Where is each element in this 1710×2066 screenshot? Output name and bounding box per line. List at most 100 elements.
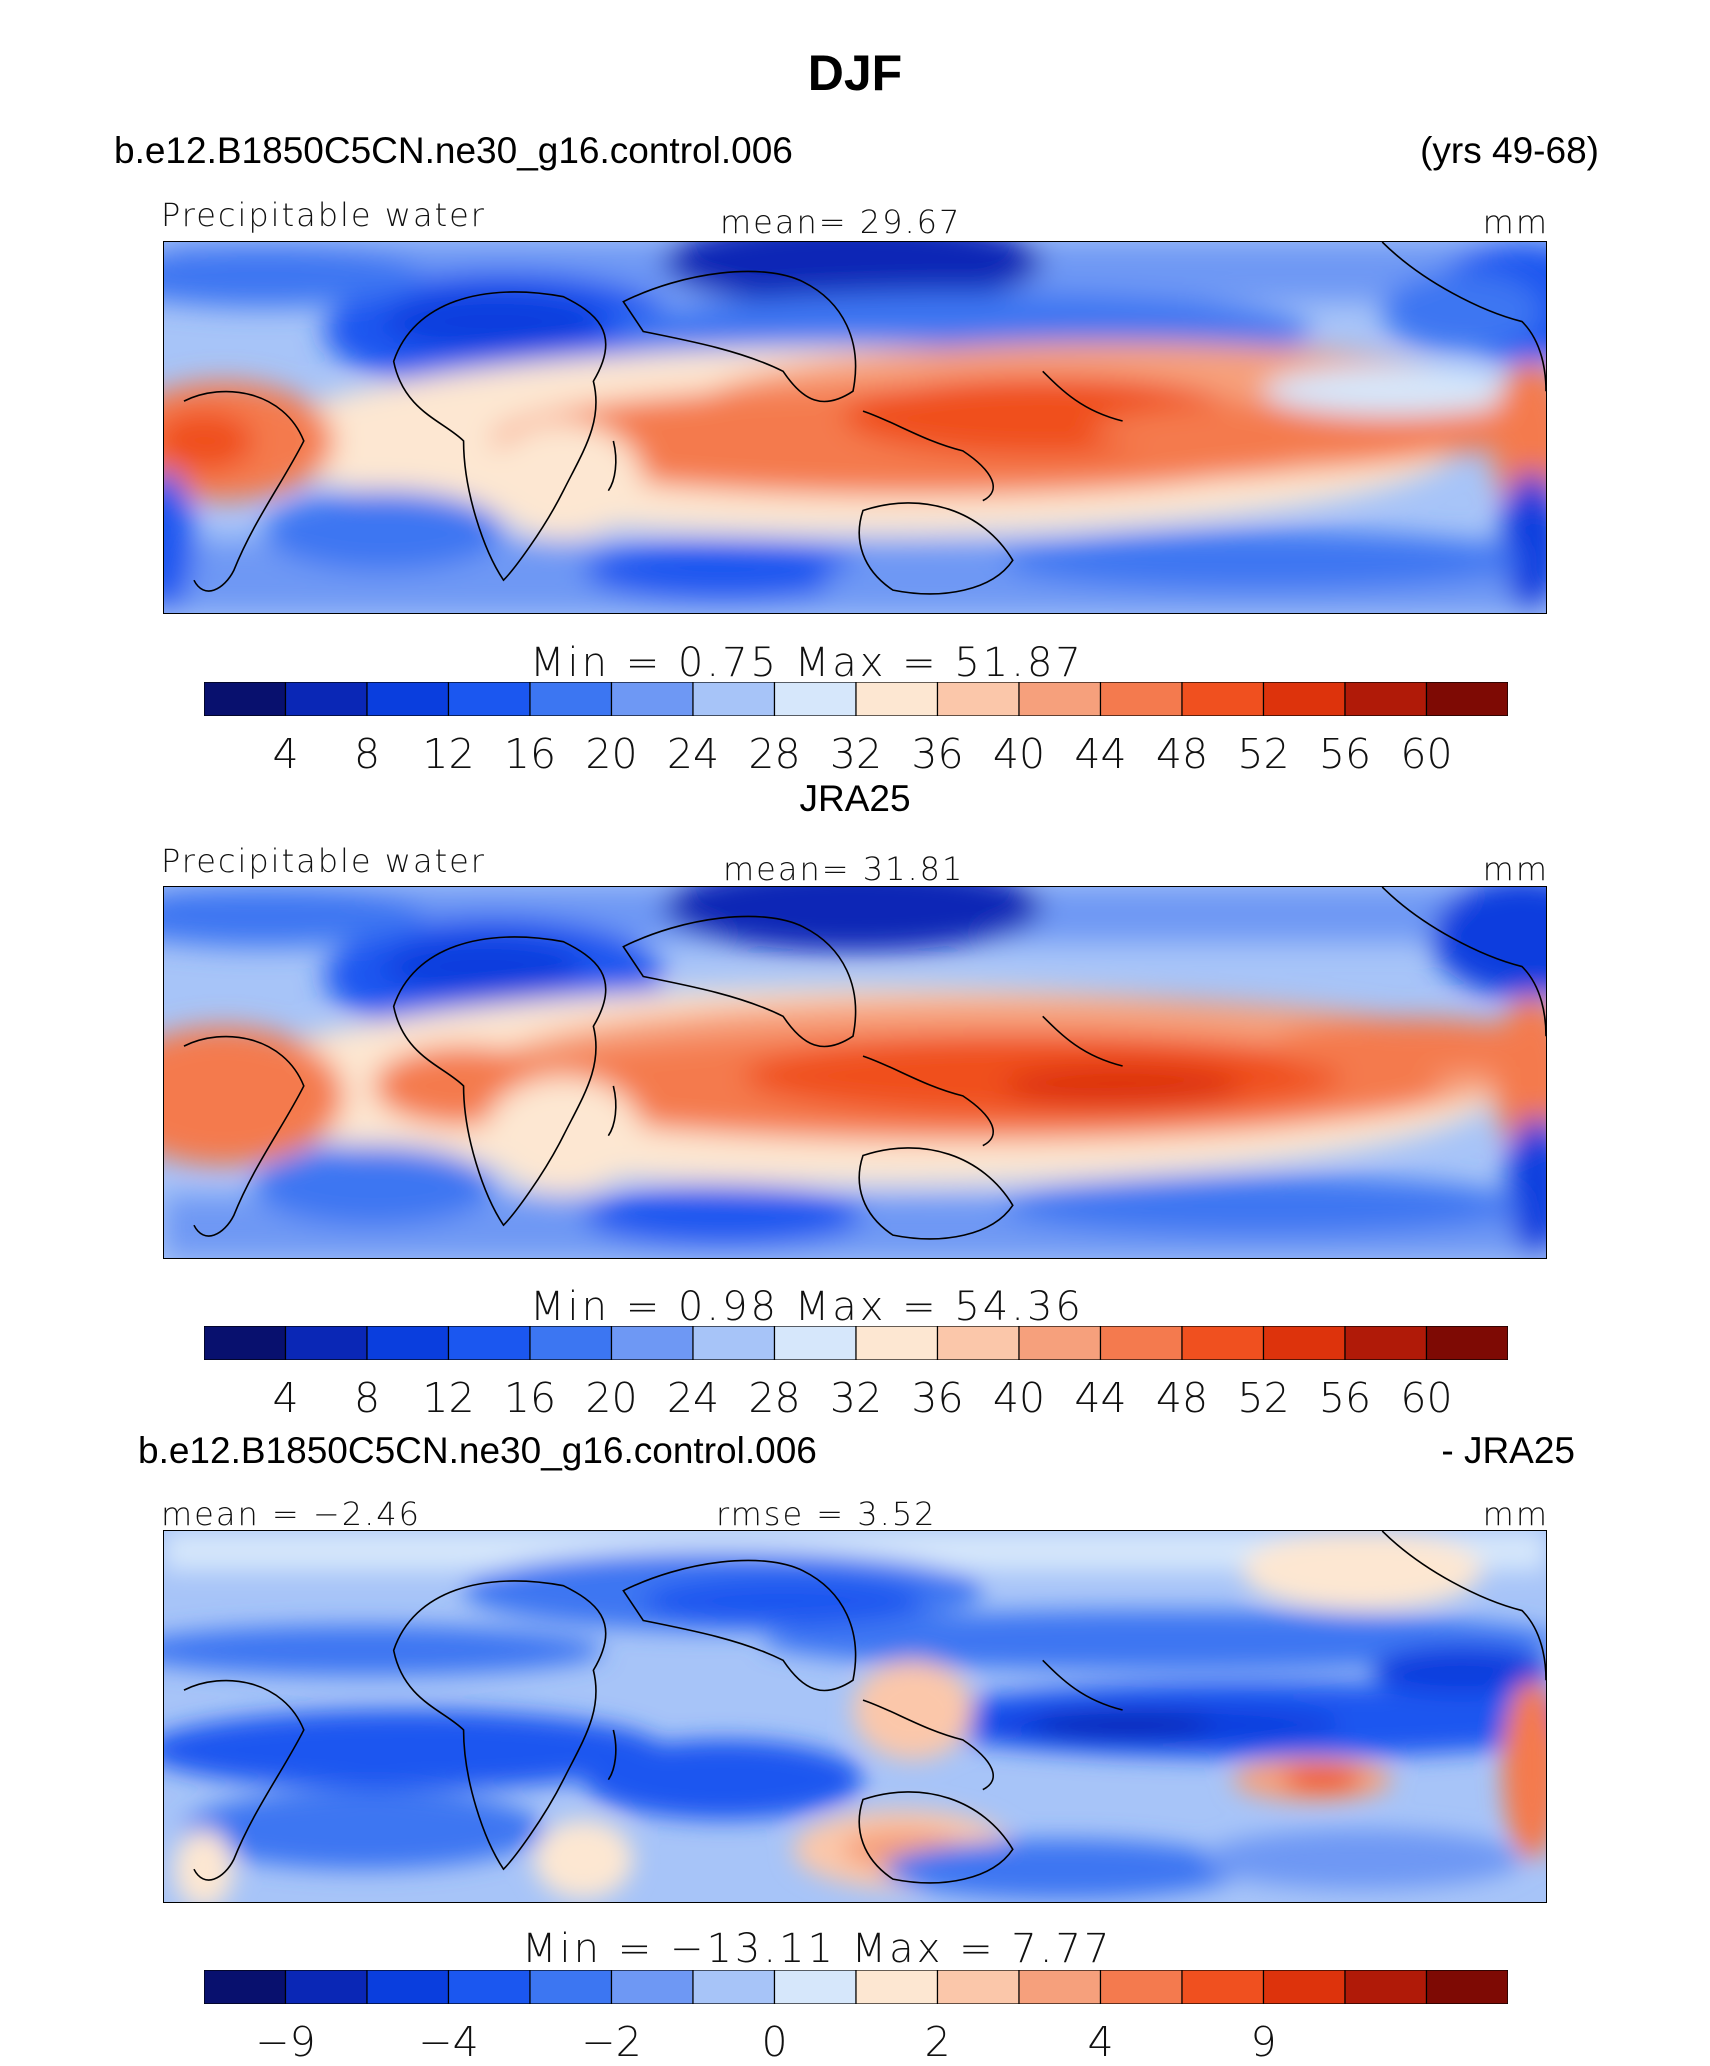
colorbar-0-tick-label: 60 — [1400, 730, 1453, 778]
colorbar-1-tick-label: 8 — [353, 1374, 381, 1422]
panel-model-years: (yrs 49-68) — [1420, 130, 1599, 171]
colorbar-2-box-5 — [610, 1970, 694, 2004]
colorbar-model — [204, 682, 1508, 716]
colorbar-0-box-9 — [936, 682, 1020, 716]
colorbar-1-tick-label: 32 — [829, 1374, 883, 1422]
colorbar-1-tick-label: 24 — [666, 1374, 720, 1422]
colorbar-0-tick-label: 36 — [911, 730, 964, 778]
colorbar-1-box-15 — [1425, 1326, 1508, 1360]
map-obs-precipitable-water — [163, 886, 1547, 1259]
panel-obs-minmax: Min = 0.98 Max = 54.36 — [530, 1284, 1084, 1330]
colorbar-1-tick-label: 40 — [992, 1374, 1046, 1422]
map-diff-precipitable-water — [163, 1530, 1547, 1903]
colorbar-0-box-4 — [529, 682, 613, 716]
colorbar-0-box-6 — [692, 682, 776, 716]
colorbar-0-tick-label: 44 — [1074, 730, 1127, 778]
colorbar-1-tick-label: 28 — [748, 1374, 801, 1422]
colorbar-2-box-13 — [1262, 1970, 1346, 2004]
colorbar-1-tick-label: 16 — [503, 1374, 557, 1422]
panel-diff-rmse: rmse = 3.52 — [716, 1495, 937, 1533]
colorbar-0-tick-label: 4 — [272, 730, 299, 778]
colorbar-0-box-7 — [773, 682, 857, 716]
colorbar-0-box-0 — [204, 682, 287, 716]
colorbar-1-tick-label: 20 — [585, 1374, 638, 1422]
panel-model-minmax: Min = 0.75 Max = 51.87 — [530, 640, 1084, 686]
colorbar-1-box-14 — [1344, 1326, 1428, 1360]
colorbar-1-tick-label: 52 — [1237, 1374, 1290, 1422]
colorbar-2-tick-label: −2 — [581, 2018, 642, 2066]
colorbar-0-box-13 — [1262, 682, 1346, 716]
colorbar-1-box-13 — [1262, 1326, 1346, 1360]
panel-model-units: mm — [1482, 203, 1549, 241]
colorbar-2-box-12 — [1181, 1970, 1265, 2004]
colorbar-0-box-1 — [284, 682, 368, 716]
colorbar-1-box-8 — [855, 1326, 939, 1360]
panel-diff-minus-label: - JRA25 — [1441, 1430, 1575, 1471]
colorbar-1-box-1 — [284, 1326, 368, 1360]
colorbar-1-box-9 — [936, 1326, 1020, 1360]
colorbar-2-box-11 — [1099, 1970, 1183, 2004]
colorbar-2-tick-label: −4 — [418, 2018, 479, 2066]
colorbar-2-box-14 — [1344, 1970, 1428, 2004]
panel-model-variable: Precipitable water — [161, 196, 486, 234]
colorbar-1-tick-label: 56 — [1318, 1374, 1372, 1422]
colorbar-0-tick-label: 28 — [748, 730, 801, 778]
colorbar-2-box-1 — [284, 1970, 368, 2004]
colorbar-2-box-2 — [366, 1970, 450, 2004]
colorbar-0-tick-label: 48 — [1155, 730, 1209, 778]
colorbar-0-tick-label: 56 — [1318, 730, 1372, 778]
colorbar-1-box-11 — [1099, 1326, 1183, 1360]
colorbar-1-box-10 — [1018, 1326, 1102, 1360]
colorbar-2-box-10 — [1018, 1970, 1102, 2004]
colorbar-1-tick-label: 60 — [1400, 1374, 1453, 1422]
colorbar-1-tick-label: 12 — [422, 1374, 475, 1422]
colorbar-obs — [204, 1326, 1508, 1360]
panel-diff-units: mm — [1482, 1495, 1549, 1533]
colorbar-0-box-10 — [1018, 682, 1102, 716]
colorbar-2-tick-label: 2 — [924, 2018, 951, 2066]
colorbar-0-tick-label: 32 — [829, 730, 883, 778]
colorbar-2-box-8 — [855, 1970, 939, 2004]
colorbar-0-tick-label: 16 — [503, 730, 557, 778]
colorbar-0-box-12 — [1181, 682, 1265, 716]
colorbar-1-box-2 — [366, 1326, 450, 1360]
colorbar-0-box-5 — [610, 682, 694, 716]
colorbar-1-box-4 — [529, 1326, 613, 1360]
colorbar-0-box-11 — [1099, 682, 1183, 716]
colorbar-1-tick-label: 4 — [272, 1374, 299, 1422]
colorbar-2-tick-label: 9 — [1250, 2018, 1277, 2066]
colorbar-0-box-15 — [1425, 682, 1508, 716]
figure-title: DJF — [807, 45, 903, 101]
panel-diff-mean: mean = −2.46 — [161, 1495, 421, 1533]
colorbar-0-box-14 — [1344, 682, 1428, 716]
colorbar-1-box-5 — [610, 1326, 694, 1360]
colorbar-2-box-7 — [773, 1970, 857, 2004]
colorbar-2-box-6 — [692, 1970, 776, 2004]
colorbar-0-box-8 — [855, 682, 939, 716]
colorbar-0-tick-label: 24 — [666, 730, 720, 778]
colorbar-1-box-12 — [1181, 1326, 1265, 1360]
colorbar-diff — [204, 1970, 1508, 2004]
panel-obs-variable: Precipitable water — [161, 842, 486, 880]
panel-diff-case-name: b.e12.B1850C5CN.ne30_g16.control.006 — [138, 1430, 817, 1471]
colorbar-1-box-0 — [204, 1326, 287, 1360]
colorbar-1-box-7 — [773, 1326, 857, 1360]
colorbar-2-box-3 — [447, 1970, 531, 2004]
panel-diff-minmax: Min = −13.11 Max = 7.77 — [522, 1926, 1113, 1972]
colorbar-1-tick-label: 36 — [911, 1374, 964, 1422]
colorbar-1-tick-label: 48 — [1155, 1374, 1209, 1422]
colorbar-2-tick-label: 4 — [1087, 2018, 1114, 2066]
colorbar-0-tick-label: 40 — [992, 730, 1046, 778]
colorbar-0-box-3 — [447, 682, 531, 716]
panel-obs-mean: mean= 31.81 — [723, 850, 965, 888]
colorbar-0-tick-label: 52 — [1237, 730, 1290, 778]
colorbar-0-tick-label: 12 — [422, 730, 475, 778]
colorbar-0-tick-label: 8 — [353, 730, 381, 778]
colorbar-2-tick-label: −9 — [255, 2018, 316, 2066]
colorbar-2-box-9 — [936, 1970, 1020, 2004]
colorbar-0-box-2 — [366, 682, 450, 716]
colorbar-1-tick-label: 44 — [1074, 1374, 1127, 1422]
map-model-precipitable-water — [163, 241, 1547, 614]
colorbar-2-box-0 — [204, 1970, 287, 2004]
colorbar-1-box-3 — [447, 1326, 531, 1360]
